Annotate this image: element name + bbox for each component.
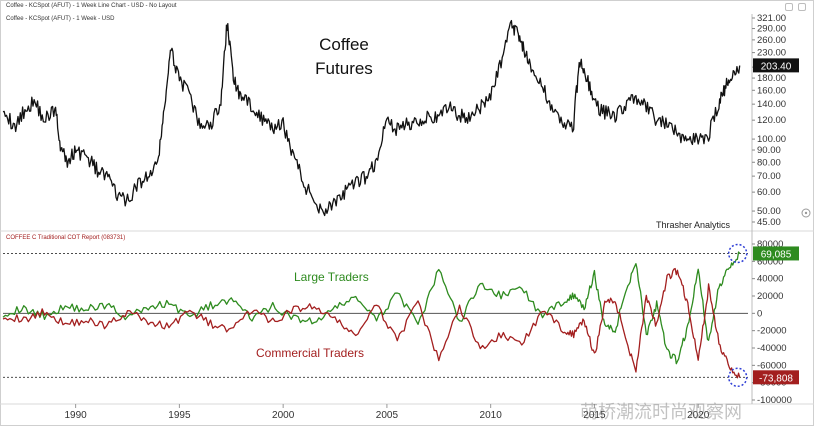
price-y-tick-label: 290.00	[757, 24, 786, 35]
settings-icon[interactable]	[785, 3, 793, 11]
cot-y-tick-label: 0	[757, 308, 762, 319]
cot-y-tick-label: -40000	[757, 343, 787, 354]
price-y-tick-label: 120.00	[757, 115, 786, 126]
cot-y-tick-label: 40000	[757, 274, 783, 285]
price-y-tick-label: 70.00	[757, 171, 781, 182]
large-last-value-text: 69,085	[761, 249, 792, 260]
x-tick-label: 2005	[376, 410, 399, 421]
price-legend: Coffee - KCSpot (AFUT) - 1 Week - USD	[6, 16, 115, 22]
price-last-value: 203.40	[753, 58, 799, 73]
gear-icon-ring	[801, 208, 811, 218]
large-last-highlight-circle	[727, 243, 748, 264]
axis-tick-layer: 321.00290.00260.00230.00200.00180.00160.…	[65, 13, 792, 421]
grid-layer	[0, 14, 814, 405]
x-tick-label: 1990	[65, 410, 88, 421]
watermark-text: Thrasher Analytics	[656, 220, 731, 230]
large-traders-label: Large Traders	[294, 270, 369, 284]
cot-y-tick-label: -20000	[757, 326, 787, 337]
series-layer	[2, 19, 741, 379]
x-tick-label: 2000	[272, 410, 295, 421]
label-layer: 203.40 69,085 -73,808 Coffee Futures Thrasher…	[256, 35, 811, 422]
price-y-tick-label: 140.00	[757, 99, 786, 110]
footer-watermark: 萌桥潮流时尚观察网	[580, 402, 742, 422]
price-y-tick-label: 100.00	[757, 134, 786, 145]
gear-icon-center	[804, 211, 808, 215]
x-tick-label: 1995	[168, 410, 191, 421]
chart-header: Coffee - KCSpot (AFUT) - 1 Week Line Cha…	[6, 3, 177, 9]
cot-y-tick-label: 20000	[757, 291, 783, 302]
price-y-tick-label: 50.00	[757, 206, 781, 217]
price-title-line2: Futures	[315, 59, 373, 78]
price-y-tick-label: 160.00	[757, 85, 786, 96]
commercial-traders-line	[2, 267, 741, 379]
x-tick-label: 2015	[583, 410, 606, 421]
commercial-last-value-box	[753, 370, 799, 385]
large-traders-line	[2, 251, 741, 365]
maximize-icon[interactable]	[798, 3, 806, 11]
large-last-value: 69,085	[753, 246, 799, 261]
cot-y-tick-label: -100000	[757, 395, 792, 406]
price-y-tick-label: 321.00	[757, 13, 786, 24]
large-last-value-box	[753, 246, 799, 261]
commercial-last-value-text: -73,808	[759, 373, 793, 384]
cot-y-tick-label: 60000	[757, 256, 783, 267]
price-title-line1: Coffee	[319, 35, 369, 54]
price-y-tick-label: 90.00	[757, 145, 781, 156]
price-y-tick-label: 230.00	[757, 48, 786, 59]
price-series-line	[2, 19, 741, 217]
x-tick-label: 2020	[687, 410, 710, 421]
price-y-tick-label: 60.00	[757, 187, 781, 198]
commercial-last-value: -73,808	[753, 370, 799, 385]
gear-icon	[801, 208, 811, 218]
price-last-value-text: 203.40	[761, 61, 792, 72]
commercial-last-highlight-circle	[727, 367, 748, 388]
commercial-traders-label: Commercial Traders	[256, 346, 364, 360]
x-tick-label: 2010	[480, 410, 503, 421]
cot-y-tick-label: 80000	[757, 239, 783, 250]
price-last-value-box	[753, 58, 799, 73]
price-y-tick-label: 45.00	[757, 217, 781, 228]
price-y-tick-label: 80.00	[757, 157, 781, 168]
price-y-tick-label: 180.00	[757, 73, 786, 84]
cot-legend: COFFEE C Traditional COT Report (083731)	[6, 235, 126, 241]
price-y-tick-label: 260.00	[757, 35, 786, 46]
cot-y-tick-label: -60000	[757, 360, 787, 371]
chart-toolbar	[785, 3, 806, 11]
